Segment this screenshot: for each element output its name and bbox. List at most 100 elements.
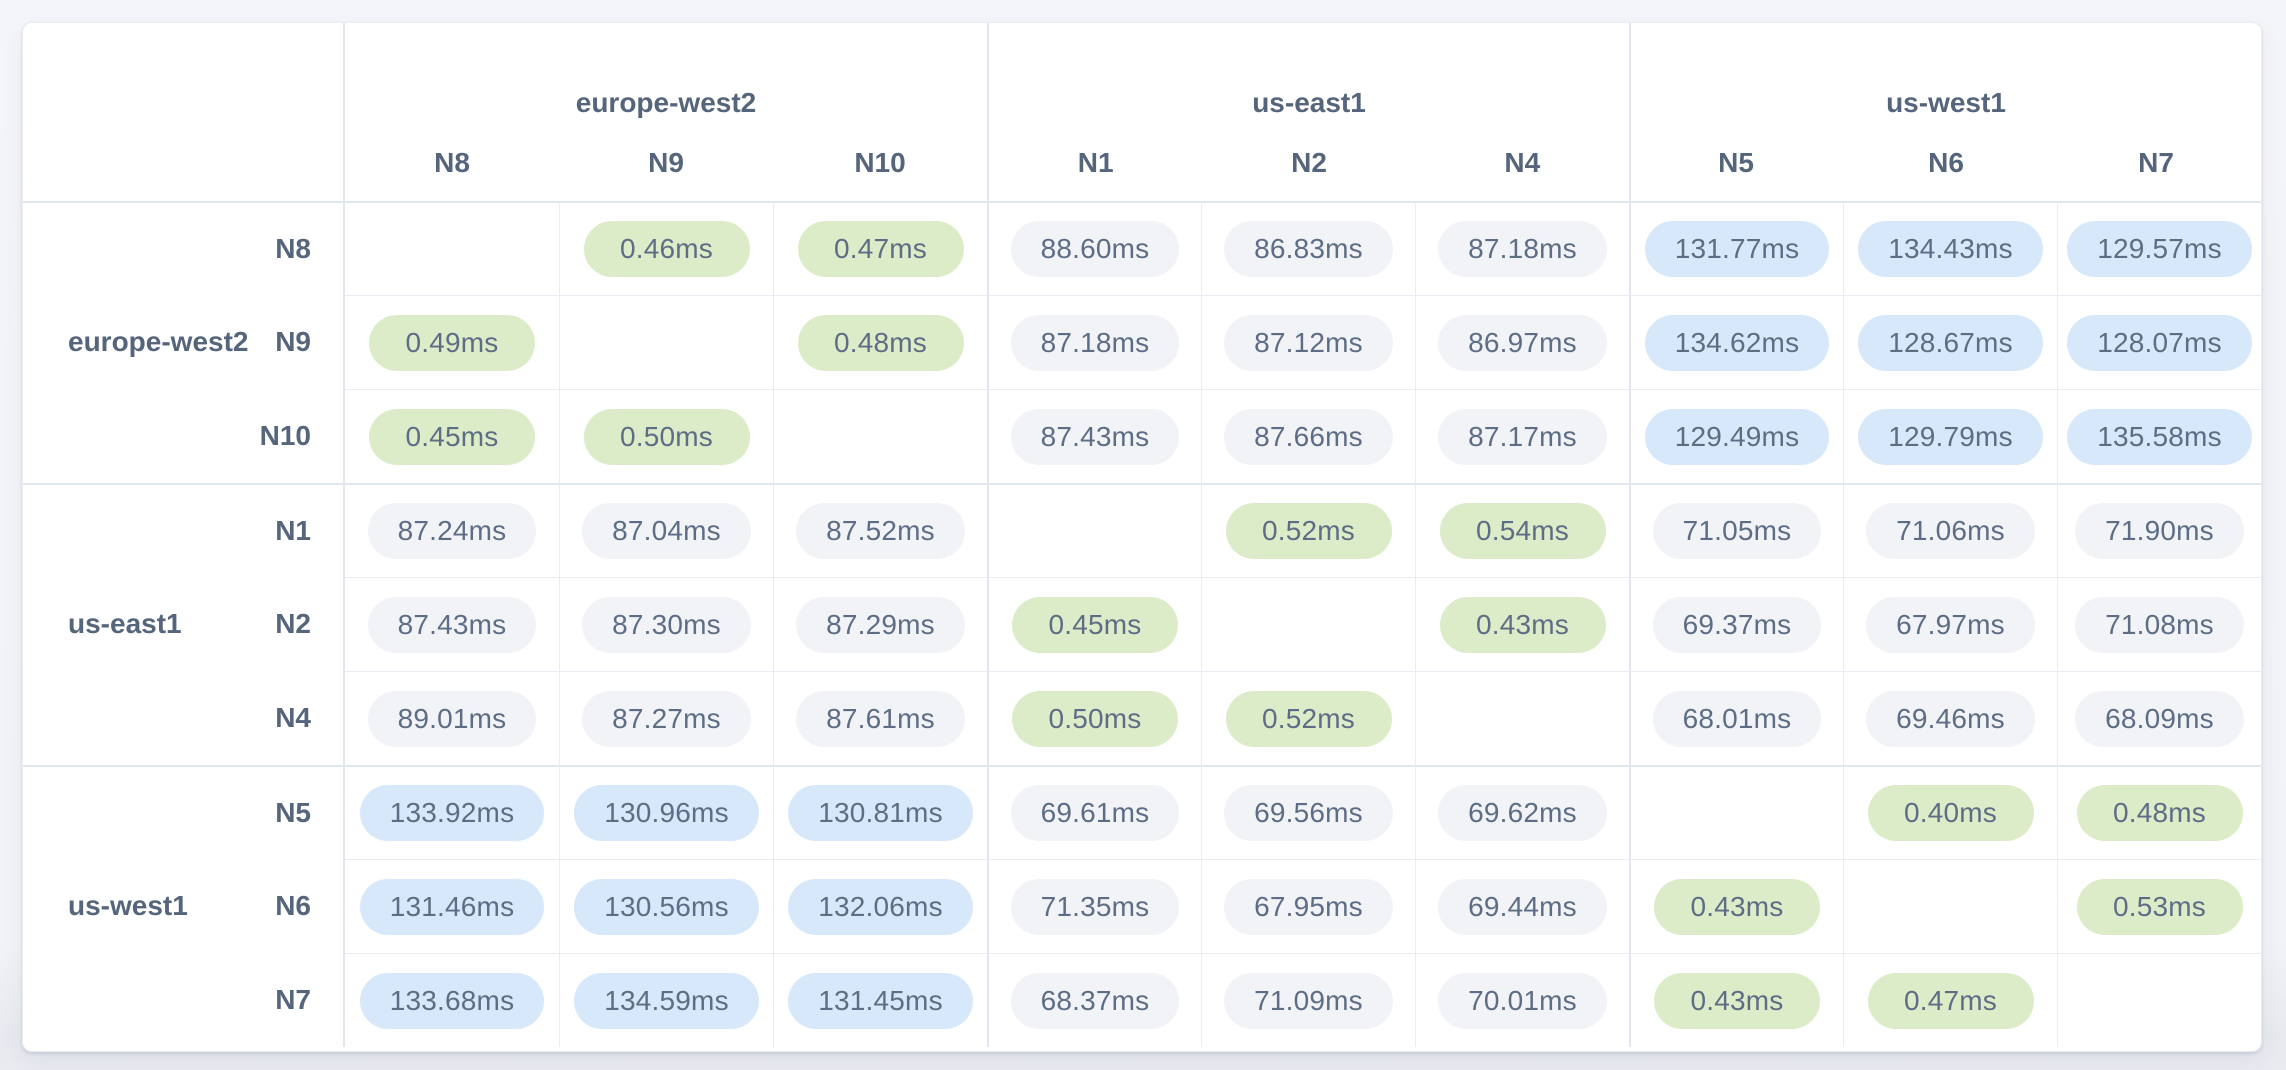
latency-cell: 130.56ms	[559, 859, 773, 953]
latency-value: 71.35ms	[1010, 878, 1180, 935]
row-header-n2: us-east1 N2	[23, 577, 345, 671]
latency-value: 71.06ms	[1866, 503, 2035, 559]
latency-cell: 71.35ms	[987, 859, 1201, 953]
latency-value: 87.43ms	[367, 596, 537, 653]
latency-cell: 69.62ms	[1415, 765, 1629, 859]
latency-cell: 129.79ms	[1843, 389, 2057, 483]
latency-value: 0.52ms	[1225, 690, 1392, 747]
latency-cell: 87.17ms	[1415, 389, 1629, 483]
column-node-labels: N8 N9 N10	[345, 145, 987, 181]
latency-cell: 130.96ms	[559, 765, 773, 859]
column-header-node: N10	[854, 147, 906, 178]
latency-value: 87.24ms	[367, 503, 537, 559]
latency-cell: 134.59ms	[559, 953, 773, 1047]
latency-cell: 87.30ms	[559, 577, 773, 671]
latency-value: 0.53ms	[2076, 878, 2243, 935]
latency-cell: 88.60ms	[987, 201, 1201, 295]
latency-cell	[2057, 953, 2261, 1047]
latency-cell: 87.29ms	[773, 577, 987, 671]
latency-cell: 0.43ms	[1629, 859, 1843, 953]
latency-cell: 71.09ms	[1201, 953, 1415, 1047]
latency-cell: 68.01ms	[1629, 671, 1843, 765]
latency-value: 87.17ms	[1438, 408, 1607, 465]
latency-cell: 132.06ms	[773, 859, 987, 953]
latency-cell	[1201, 577, 1415, 671]
latency-cell: 71.05ms	[1629, 483, 1843, 577]
latency-cell	[773, 389, 987, 483]
latency-cell: 67.97ms	[1843, 577, 2057, 671]
latency-value: 0.47ms	[1867, 972, 2034, 1029]
latency-value: 89.01ms	[367, 690, 537, 747]
latency-cell: 0.46ms	[559, 201, 773, 295]
latency-cell: 0.47ms	[1843, 953, 2057, 1047]
latency-cell: 69.44ms	[1415, 859, 1629, 953]
latency-value: 131.77ms	[1644, 221, 1830, 277]
latency-cell: 131.46ms	[345, 859, 559, 953]
latency-cell: 135.58ms	[2057, 389, 2261, 483]
latency-cell: 128.07ms	[2057, 295, 2261, 389]
latency-value: 0.47ms	[797, 221, 964, 277]
latency-cell	[987, 483, 1201, 577]
latency-value: 133.92ms	[359, 785, 545, 841]
latency-cell: 68.37ms	[987, 953, 1201, 1047]
latency-cell: 69.56ms	[1201, 765, 1415, 859]
latency-value: 71.05ms	[1652, 503, 1822, 559]
latency-value: 0.45ms	[1012, 596, 1178, 653]
latency-value: 131.46ms	[359, 878, 545, 935]
column-group-header-us-west1: us-west1 N5 N6 N7	[1629, 23, 2261, 201]
latency-matrix-card: europe-west2 N8 N9 N10 us-east1 N1 N2 N4…	[22, 22, 2262, 1052]
column-header-node: N2	[1291, 147, 1327, 178]
latency-cell: 130.81ms	[773, 765, 987, 859]
row-group-label: europe-west2	[68, 326, 249, 357]
latency-cell: 0.40ms	[1843, 765, 2057, 859]
latency-cell: 0.52ms	[1201, 483, 1415, 577]
latency-cell: 69.46ms	[1843, 671, 2057, 765]
latency-value: 68.01ms	[1652, 690, 1822, 747]
latency-value: 69.46ms	[1866, 690, 2035, 747]
latency-cell	[1843, 859, 2057, 953]
latency-value: 87.12ms	[1224, 314, 1393, 371]
latency-cell: 131.45ms	[773, 953, 987, 1047]
column-group-header-europe-west2: europe-west2 N8 N9 N10	[345, 23, 987, 201]
latency-value: 0.48ms	[2076, 785, 2243, 841]
latency-cell: 0.47ms	[773, 201, 987, 295]
latency-value: 0.43ms	[1654, 972, 1820, 1029]
latency-cell: 0.48ms	[773, 295, 987, 389]
row-header-n8: N8	[23, 201, 345, 295]
latency-value: 87.18ms	[1010, 314, 1180, 371]
latency-cell: 87.18ms	[987, 295, 1201, 389]
latency-value: 128.07ms	[2067, 314, 2252, 371]
latency-value: 0.43ms	[1654, 878, 1820, 935]
latency-value: 71.90ms	[2075, 503, 2244, 559]
row-node-label: N8	[275, 233, 311, 264]
latency-value: 87.61ms	[796, 690, 965, 747]
latency-value: 87.43ms	[1010, 408, 1180, 465]
column-node-labels: N1 N2 N4	[989, 145, 1629, 181]
latency-value: 88.60ms	[1010, 221, 1180, 277]
latency-value: 67.97ms	[1866, 596, 2035, 653]
latency-cell: 89.01ms	[345, 671, 559, 765]
row-node-label: N2	[275, 608, 311, 639]
row-group-label: us-east1	[68, 608, 182, 639]
column-header-node: N1	[1077, 147, 1114, 178]
latency-value: 0.40ms	[1867, 785, 2034, 841]
latency-cell: 134.62ms	[1629, 295, 1843, 389]
latency-cell: 68.09ms	[2057, 671, 2261, 765]
latency-cell: 87.52ms	[773, 483, 987, 577]
latency-cell: 70.01ms	[1415, 953, 1629, 1047]
latency-cell	[559, 295, 773, 389]
latency-cell: 87.12ms	[1201, 295, 1415, 389]
latency-value: 131.45ms	[788, 972, 973, 1029]
latency-value: 71.08ms	[2075, 596, 2244, 653]
latency-value: 69.56ms	[1224, 785, 1393, 841]
latency-value: 69.61ms	[1010, 785, 1180, 841]
latency-cell: 0.53ms	[2057, 859, 2261, 953]
column-node-labels: N5 N6 N7	[1631, 145, 2261, 181]
latency-value: 86.83ms	[1224, 221, 1393, 277]
latency-value: 135.58ms	[2067, 408, 2252, 465]
latency-cell: 129.57ms	[2057, 201, 2261, 295]
latency-value: 130.56ms	[574, 878, 759, 935]
column-header-node: N5	[1718, 147, 1754, 178]
row-header-n6: us-west1 N6	[23, 859, 345, 953]
